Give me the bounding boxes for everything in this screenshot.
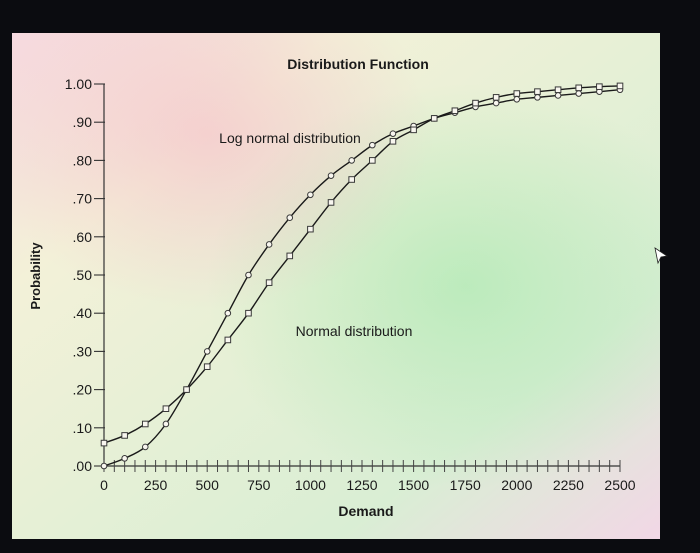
moire-overlay-pink xyxy=(12,33,660,539)
data-point-normal xyxy=(327,199,335,206)
x-tick-label: 0 xyxy=(100,477,108,493)
x-tick-label: 1250 xyxy=(346,477,377,493)
data-point-log-normal xyxy=(369,141,376,149)
data-point-normal xyxy=(265,279,273,286)
y-tick-label: .00 xyxy=(73,458,93,474)
y-tick-label: .50 xyxy=(73,267,93,283)
data-point-normal xyxy=(513,90,521,97)
x-tick-label: 2000 xyxy=(501,477,532,493)
data-point-normal xyxy=(162,405,170,412)
data-point-normal xyxy=(307,225,314,233)
axes-group: .00 .10 .20 .30 .40 .50 .60 .70 .80 .90 1.00 0 250 50… xyxy=(65,76,636,493)
data-point-normal xyxy=(121,432,128,439)
data-point-normal xyxy=(472,99,479,107)
data-point-log-normal xyxy=(265,241,273,248)
x-tick-label: 1750 xyxy=(450,477,481,493)
data-point-normal xyxy=(348,176,355,183)
data-point-log-normal xyxy=(245,271,252,279)
y-tick-label: .40 xyxy=(73,305,93,321)
data-point-log-normal xyxy=(224,309,232,317)
data-point-log-normal xyxy=(121,455,128,462)
y-axis-label: Probability xyxy=(28,242,43,310)
data-point-log-normal xyxy=(575,90,583,97)
data-point-normal xyxy=(245,309,252,317)
data-point-normal xyxy=(183,386,190,393)
data-point-log-normal xyxy=(513,95,521,103)
y-tick-label: .20 xyxy=(73,382,93,398)
y-tick-label: .60 xyxy=(73,229,93,245)
x-tick-label: 2500 xyxy=(604,477,635,493)
data-point-normal xyxy=(410,126,417,134)
data-point-log-normal xyxy=(307,191,314,199)
data-point-normal xyxy=(575,84,583,92)
mouse-cursor-icon xyxy=(654,247,669,265)
data-point-log-normal xyxy=(492,99,500,107)
y-tick-label: .70 xyxy=(73,191,93,207)
data-point-log-normal xyxy=(141,443,149,451)
data-point-normal xyxy=(534,88,541,95)
x-tick-label: 2250 xyxy=(553,477,584,493)
y-tick-label: .10 xyxy=(73,420,93,436)
x-tick-label: 1000 xyxy=(295,477,326,493)
markers-group xyxy=(100,82,624,470)
data-point-log-normal xyxy=(348,157,355,164)
data-point-normal xyxy=(369,157,376,164)
x-tick-label: 750 xyxy=(247,477,271,493)
x-tick-label: 1500 xyxy=(398,477,429,493)
data-point-normal xyxy=(596,83,603,90)
y-tick-label: .90 xyxy=(73,114,93,130)
data-point-normal xyxy=(100,439,108,447)
data-point-normal xyxy=(451,107,459,115)
data-point-normal xyxy=(203,363,211,370)
annotation-log-normal: Log normal distribution xyxy=(219,130,361,146)
chart-title: Distribution Function xyxy=(287,56,429,72)
data-point-log-normal xyxy=(389,130,397,137)
data-point-log-normal xyxy=(100,462,108,470)
data-point-normal xyxy=(616,82,624,90)
data-point-normal xyxy=(286,252,294,260)
data-point-log-normal xyxy=(327,172,335,179)
data-point-log-normal xyxy=(203,348,211,355)
annotation-normal: Normal distribution xyxy=(296,323,413,339)
data-point-normal xyxy=(430,115,438,122)
data-point-log-normal xyxy=(554,92,562,99)
data-point-log-normal xyxy=(286,214,294,221)
x-axis-label: Demand xyxy=(338,503,393,519)
data-point-normal xyxy=(389,138,397,145)
data-point-normal xyxy=(141,420,149,428)
data-point-log-normal xyxy=(162,420,170,428)
data-point-log-normal xyxy=(534,94,541,101)
y-tick-label: 1.00 xyxy=(65,76,92,92)
data-point-normal xyxy=(224,336,232,344)
data-point-normal xyxy=(492,94,500,101)
x-tick-label: 500 xyxy=(196,477,220,493)
data-point-normal xyxy=(554,86,562,94)
y-tick-label: .80 xyxy=(73,152,93,168)
y-tick-label: .30 xyxy=(73,343,93,359)
x-tick-label: 250 xyxy=(144,477,168,493)
